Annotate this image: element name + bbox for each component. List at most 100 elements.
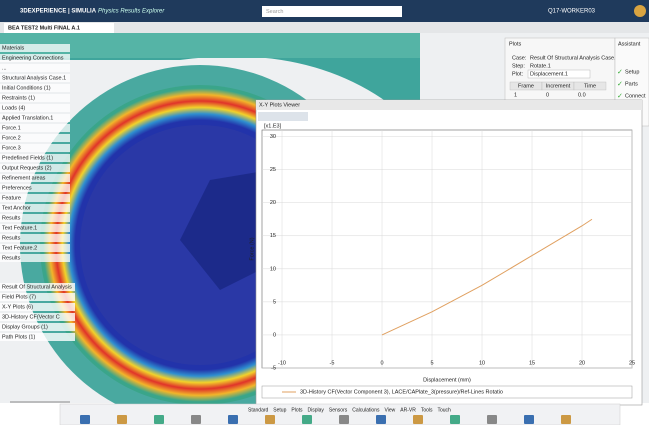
toolbar-icon[interactable] <box>450 415 460 424</box>
tree-node[interactable]: Refinement areas <box>2 175 46 181</box>
y-tick-label: 25 <box>270 167 276 173</box>
tab-label: BEA TEST2 Multi FINAL A.1 <box>8 25 80 31</box>
x-tick-label: 20 <box>579 360 585 366</box>
tree-node[interactable]: Results <box>2 215 21 221</box>
table-header: Time <box>584 83 596 89</box>
table-cell[interactable]: 0 <box>546 92 549 98</box>
y-tick-label: 20 <box>270 200 276 206</box>
assistant-item[interactable]: Parts <box>625 81 638 87</box>
toolbar-icon[interactable] <box>265 415 275 424</box>
tree-node[interactable]: Restraints (1) <box>2 95 35 101</box>
case-label: Case: <box>512 55 527 61</box>
toolbar-tab[interactable]: AR-VR <box>400 407 416 413</box>
toolbar-icon[interactable] <box>524 415 534 424</box>
viewer-title: X-Y Plots Viewer <box>259 102 300 108</box>
toolbar-tab[interactable]: Sensors <box>329 407 348 413</box>
toolbar-tab[interactable]: Display <box>308 407 325 413</box>
tree-node[interactable]: Force.1 <box>2 125 21 131</box>
assistant-item[interactable]: Connect <box>625 93 646 99</box>
tree-node[interactable]: Field Plots (7) <box>2 294 36 300</box>
table-header: Frame <box>518 83 534 89</box>
plot-label: Plot: <box>512 71 523 77</box>
step-value[interactable]: Rotate.1 <box>530 63 551 69</box>
toolbar-icon[interactable] <box>228 415 238 424</box>
toolbar-icon[interactable] <box>191 415 201 424</box>
legend-label: 3D-History CF(Vector Component 3), LACE/… <box>300 389 503 395</box>
table-cell[interactable]: 1 <box>514 92 517 98</box>
toolbar-tab[interactable]: View <box>385 407 396 413</box>
toolbar-icon[interactable] <box>339 415 349 424</box>
tree-node[interactable]: Display Groups (1) <box>2 324 48 330</box>
y-tick-label: 0 <box>273 332 276 338</box>
tree-node[interactable]: Text Feature.1 <box>2 225 37 231</box>
toolbar-icon[interactable] <box>561 415 571 424</box>
toolbar-icon[interactable] <box>80 415 90 424</box>
panel-title: Plots <box>509 41 521 47</box>
step-label: Step: <box>512 63 525 69</box>
avatar[interactable] <box>634 5 646 17</box>
user[interactable]: Q17-WORKER03 <box>548 9 596 15</box>
toolbar-tab[interactable]: Setup <box>273 407 286 413</box>
assistant-item[interactable]: Setup <box>625 69 639 75</box>
tree-node[interactable]: Results <box>2 255 21 261</box>
y-tick-label: 5 <box>273 299 276 305</box>
check: ✓ <box>617 69 623 76</box>
x-axis-title: Displacement (mm) <box>423 377 471 383</box>
toolbar-tab[interactable]: Tools <box>421 407 433 413</box>
brand: 3DEXPERIENCE | SIMULIA <box>20 9 97 15</box>
y-tick-label: 30 <box>270 134 276 140</box>
toolbar-icon[interactable] <box>413 415 423 424</box>
toolbar-tab[interactable]: Plots <box>291 407 303 413</box>
viewer-toolbar[interactable] <box>258 112 308 121</box>
tree-node[interactable]: Result Of Structural Analysis <box>2 284 72 290</box>
tree-node[interactable]: ... <box>2 65 7 71</box>
y-axis-title: Force (N) <box>249 237 255 260</box>
tree-node[interactable]: Force.2 <box>2 135 21 141</box>
tree-node[interactable]: Applied Translation.1 <box>2 115 53 121</box>
toolbar-icon[interactable] <box>487 415 497 424</box>
viewer-titlebar <box>256 100 642 110</box>
tree-node[interactable]: Text Feature.2 <box>2 245 37 251</box>
tree-node[interactable]: Predefined Fields (1) <box>2 155 53 161</box>
tree-node[interactable]: Initial Conditions (1) <box>2 85 51 91</box>
y-tick-label: 15 <box>270 233 276 239</box>
tree-node[interactable]: Preferences <box>2 185 32 191</box>
toolbar-tab[interactable]: Touch <box>438 407 452 413</box>
tree-node[interactable]: Loads (4) <box>2 105 25 111</box>
toolbar-icon[interactable] <box>117 415 127 424</box>
check: ✓ <box>617 93 623 100</box>
y-tick-label: 10 <box>270 266 276 272</box>
x-tick-label: 5 <box>430 360 433 366</box>
x-tick-label: 15 <box>529 360 535 366</box>
plot-value: Displacement.1 <box>530 71 568 77</box>
table-cell[interactable]: 0.0 <box>578 92 586 98</box>
tree-node[interactable]: Results <box>2 235 21 241</box>
toolbar-icon[interactable] <box>376 415 386 424</box>
assistant-title: Assistant <box>618 41 641 47</box>
case-value: Result Of Structural Analysis Case.1 <box>530 55 619 61</box>
x-tick-label: 0 <box>380 360 383 366</box>
table-header: Increment <box>546 83 571 89</box>
toolbar-tab[interactable]: Standard <box>248 407 269 413</box>
toolbar-icon[interactable] <box>302 415 312 424</box>
toolbar-icon[interactable] <box>154 415 164 424</box>
plot-area <box>262 130 632 368</box>
tree-node[interactable]: Force.3 <box>2 145 21 151</box>
tree-node[interactable]: Output Requests (2) <box>2 165 52 171</box>
tree-node[interactable]: Text Anchor <box>2 205 31 211</box>
tree-node[interactable]: Feature <box>2 195 21 201</box>
tree-node[interactable]: Materials <box>2 45 25 51</box>
screen: 3DEXPERIENCE | SIMULIA Physics Results E… <box>0 0 649 425</box>
tree-node[interactable]: 3D-History CF(Vector C <box>2 314 60 320</box>
y-scale: [x1.E3] <box>264 123 282 129</box>
tree-node[interactable]: Structural Analysis Case.1 <box>2 75 66 81</box>
y-tick-label: -5 <box>271 365 276 371</box>
tree-node[interactable]: Path Plots (1) <box>2 334 35 340</box>
check: ✓ <box>617 81 623 88</box>
search-placeholder: Search <box>266 9 283 15</box>
tree-node[interactable]: X-Y Plots (6) <box>2 304 33 310</box>
toolbar-tab[interactable]: Calculations <box>352 407 380 413</box>
tree-node[interactable]: Engineering Connections <box>2 55 64 61</box>
app-name: Physics Results Explorer <box>98 9 165 15</box>
tree-node-bg <box>0 64 70 72</box>
